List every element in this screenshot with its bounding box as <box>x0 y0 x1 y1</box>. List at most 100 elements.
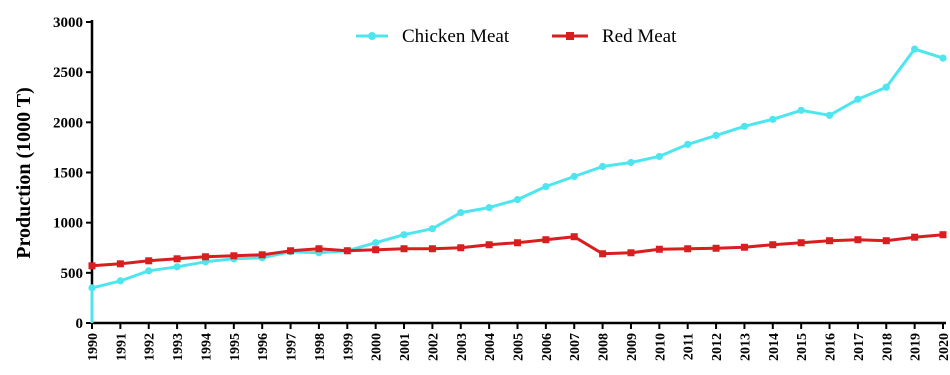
data-point <box>712 244 720 252</box>
x-tick-label: 2008 <box>597 333 612 361</box>
x-tick-label: 2012 <box>710 333 725 361</box>
data-point <box>939 231 947 239</box>
x-tick-label: 1998 <box>313 333 328 361</box>
data-point <box>116 260 124 268</box>
legend-marker <box>566 32 574 40</box>
data-point <box>854 95 862 103</box>
data-point <box>513 195 522 204</box>
data-point <box>428 245 436 253</box>
data-point <box>145 257 153 265</box>
data-point <box>570 172 578 181</box>
data-point <box>769 241 777 249</box>
y-tick-label: 3000 <box>53 15 83 31</box>
legend: Chicken Meat Red Meat <box>356 26 677 47</box>
data-point <box>570 233 578 241</box>
data-point <box>116 277 124 285</box>
data-point <box>797 106 805 114</box>
y-tick-label: 0 <box>76 316 84 332</box>
legend-item: Chicken Meat <box>356 26 510 47</box>
legend-marker <box>368 32 376 40</box>
data-point <box>854 236 862 244</box>
x-tick-label: 2018 <box>880 333 895 361</box>
x-tick-label: 2000 <box>370 333 385 361</box>
data-point <box>173 255 181 263</box>
data-point <box>400 231 408 239</box>
data-point <box>627 158 635 167</box>
y-tick-label: 500 <box>61 266 84 282</box>
x-tick-label: 1994 <box>199 333 214 361</box>
x-tick-label: 2006 <box>540 333 555 361</box>
data-point <box>882 83 890 91</box>
x-tick-label: 2009 <box>625 333 640 361</box>
legend-label: Chicken Meat <box>402 26 510 47</box>
x-axis: 1990 1991 1992 1993 1994 1995 1996 1997 1998 1999… <box>86 321 950 361</box>
data-point <box>315 245 323 253</box>
data-point <box>769 115 777 123</box>
y-axis-label: Production (1000 T) <box>13 87 35 259</box>
data-point <box>599 250 607 258</box>
series-layer <box>88 45 947 323</box>
data-point <box>599 162 607 171</box>
data-point <box>825 111 834 119</box>
x-tick-label: 2005 <box>512 333 527 361</box>
x-tick-label: 2020 <box>937 333 950 361</box>
data-point <box>826 237 834 245</box>
x-tick-label: 1992 <box>143 333 158 361</box>
x-tick-label: 1999 <box>341 333 356 361</box>
x-tick-label: 2014 <box>767 333 782 361</box>
data-point <box>740 122 749 130</box>
x-tick-label: 1993 <box>171 333 186 361</box>
data-point <box>372 239 380 247</box>
x-tick-label: 1997 <box>285 333 300 361</box>
data-point <box>911 45 919 53</box>
x-tick-label: 2011 <box>682 333 697 360</box>
data-point <box>88 262 96 270</box>
legend-label: Red Meat <box>602 26 677 47</box>
x-tick-label: 2007 <box>568 333 583 361</box>
data-point <box>797 239 805 247</box>
x-tick-label: 2019 <box>909 333 924 361</box>
x-tick-label: 2004 <box>483 333 498 361</box>
data-point <box>684 140 692 149</box>
data-point <box>740 243 748 251</box>
data-point <box>939 54 947 62</box>
data-point <box>400 245 408 253</box>
data-point <box>882 237 890 245</box>
data-point <box>428 225 436 233</box>
x-tick-label: 2003 <box>455 333 470 361</box>
data-point <box>684 245 692 253</box>
x-tick-label: 2001 <box>398 333 413 361</box>
x-tick-label: 2010 <box>653 333 668 361</box>
data-point <box>457 209 465 217</box>
y-tick-label: 1500 <box>53 166 83 182</box>
data-point <box>627 249 635 257</box>
data-point <box>145 267 153 275</box>
x-tick-label: 1996 <box>256 333 271 361</box>
data-point <box>343 247 351 255</box>
data-point <box>655 245 663 253</box>
y-axis: 0 500 1000 1500 2000 2500 3000 <box>53 15 94 332</box>
data-point <box>201 253 209 261</box>
data-point <box>655 152 663 161</box>
data-point <box>457 244 465 252</box>
x-tick-label: 2016 <box>824 333 839 361</box>
y-tick-label: 1000 <box>53 216 83 232</box>
data-point <box>485 241 493 249</box>
data-point <box>173 263 181 271</box>
x-tick-label: 2002 <box>426 333 441 361</box>
data-point <box>372 246 380 254</box>
y-tick-label: 2500 <box>53 65 83 81</box>
y-tick-label: 2000 <box>53 115 83 131</box>
x-tick-label: 2015 <box>795 333 810 361</box>
series-line <box>91 47 944 290</box>
x-tick-label: 1995 <box>228 333 243 361</box>
data-point <box>712 131 720 139</box>
legend-item: Red Meat <box>552 26 677 47</box>
data-point <box>542 182 550 191</box>
data-point <box>514 239 521 247</box>
data-point <box>287 247 295 255</box>
series-red-meat <box>88 231 947 270</box>
data-point <box>911 233 919 241</box>
data-point <box>258 251 266 259</box>
